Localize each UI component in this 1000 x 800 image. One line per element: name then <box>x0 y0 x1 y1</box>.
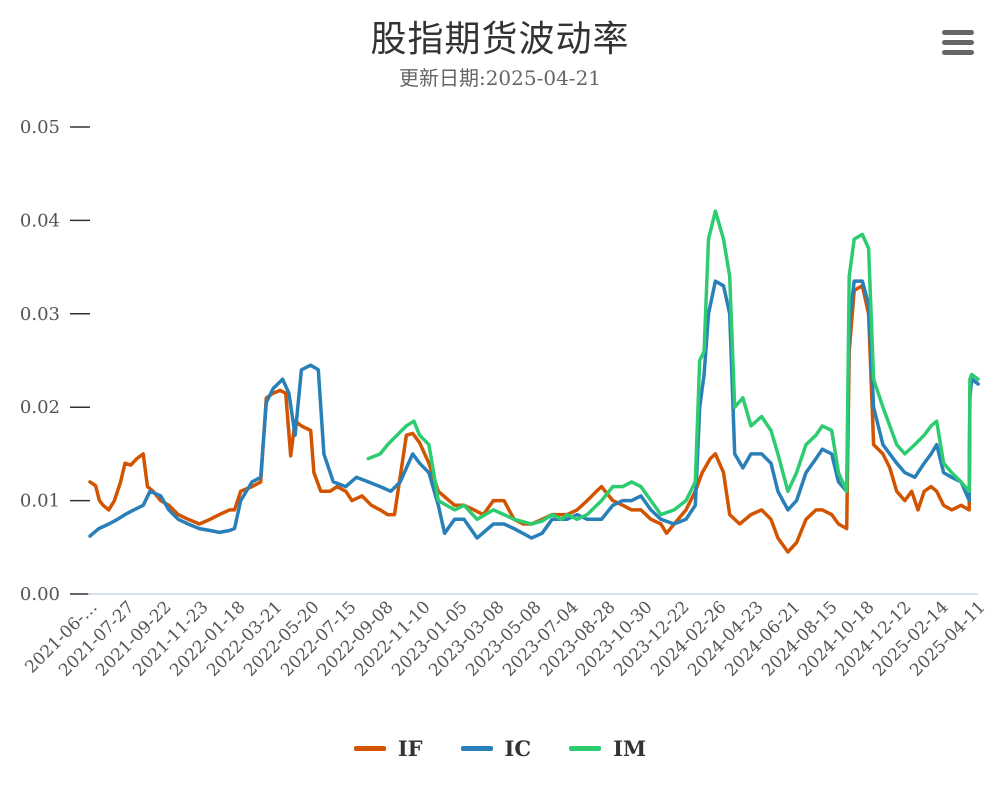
legend-label: IM <box>613 736 647 761</box>
legend-swatch <box>569 746 602 751</box>
chart-subtitle: 更新日期:2025-04-21 <box>398 66 602 90</box>
hamburger-menu-button[interactable] <box>936 26 980 60</box>
y-tick-label: 0.03 <box>20 304 60 325</box>
y-tick-label: 0.02 <box>20 397 60 418</box>
series-layer <box>88 209 980 554</box>
series-line-if[interactable] <box>88 284 980 554</box>
legend-swatch <box>353 746 386 751</box>
hamburger-icon <box>942 50 974 55</box>
legend-label: IC <box>504 736 532 761</box>
series-line-im[interactable] <box>366 209 980 526</box>
legend-label: IF <box>397 736 423 761</box>
series-line-ic[interactable] <box>88 279 980 540</box>
y-tick-label: 0.04 <box>20 210 60 231</box>
legend-swatch <box>460 746 493 751</box>
y-tick-label: 0.01 <box>20 491 60 512</box>
y-tick-label: 0.05 <box>20 117 60 138</box>
legend-item-if[interactable]: IF <box>353 736 423 761</box>
x-axis: 2021-06-…2021-07-272021-09-222021-11-232… <box>21 593 990 681</box>
legend-item-im[interactable]: IM <box>569 736 646 761</box>
legend: IF IC IM <box>0 736 1000 761</box>
legend-item-ic[interactable]: IC <box>460 736 532 761</box>
y-tick-label: 0.00 <box>20 584 60 605</box>
y-axis: 0.00 0.01 0.02 0.03 0.04 0.05 <box>20 117 90 605</box>
hamburger-icon <box>942 30 974 35</box>
chart-title: 股指期货波动率 <box>370 19 630 60</box>
hamburger-icon <box>942 40 974 45</box>
